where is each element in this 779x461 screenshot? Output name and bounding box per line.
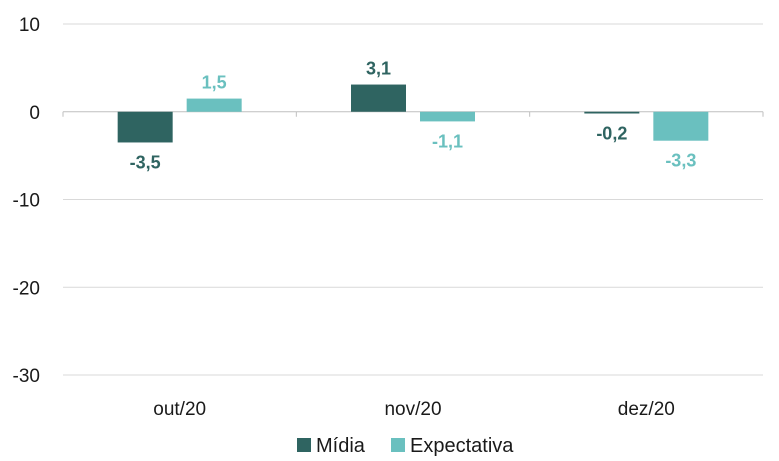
bar [420,111,475,122]
y-tick-label: 10 [19,15,40,36]
x-axis-tick-labels: out/20 nov/20 dez/20 [153,399,675,420]
data-label: 1,5 [202,73,227,93]
data-label: 3,1 [366,59,391,79]
data-label: -3,3 [665,151,696,171]
legend-label: Mídia [316,435,366,457]
legend-label: Expectativa [410,435,514,457]
legend: Mídia Expectativa [297,435,514,457]
y-tick-label: -30 [13,366,40,387]
bar [653,111,709,141]
x-tick-label: out/20 [153,399,206,420]
bar [117,111,173,143]
x-axis [62,111,764,117]
data-labels: -3,5 3,1 -0,2 1,5 -1,1 -3,3 [130,59,697,173]
data-label: -3,5 [130,152,161,172]
bars [117,84,709,143]
data-label: -1,1 [432,131,463,151]
x-tick-label: nov/20 [384,399,441,420]
y-axis-tick-labels: 10 0 -10 -20 -30 [13,15,40,387]
gridlines [63,23,763,376]
bar [186,98,242,112]
bar [351,84,406,112]
bar [584,111,640,114]
y-tick-label: -10 [13,191,40,212]
x-tick-label: dez/20 [618,399,675,420]
legend-swatch [391,438,405,452]
legend-swatch [297,438,311,452]
y-tick-label: 0 [29,103,40,124]
data-label: -0,2 [596,124,627,144]
y-tick-label: -20 [13,278,40,299]
